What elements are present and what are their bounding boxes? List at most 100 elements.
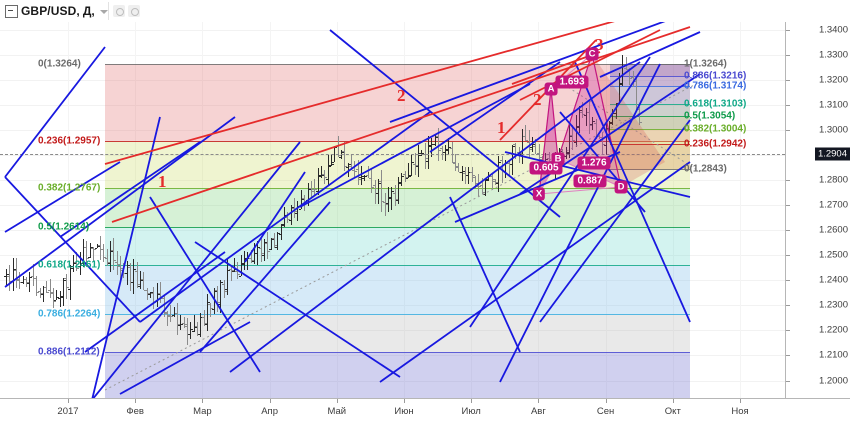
blue-trend-line[interactable] [119, 321, 251, 395]
price-bar [19, 272, 21, 289]
harmonic-leg-bc[interactable] [557, 53, 593, 160]
price-bar-close-tick [311, 190, 314, 192]
price-bar [136, 262, 138, 288]
blue-trend-line[interactable] [299, 83, 531, 208]
blue-trend-line[interactable] [499, 63, 661, 383]
blue-trend-line[interactable] [149, 196, 261, 373]
price-bar-close-tick [486, 179, 489, 181]
price-bar [116, 251, 118, 275]
price-axis[interactable]: 1.3400 1.3300 1.3200 1.3100 1.3000 1.2800 1.27… [785, 22, 850, 398]
price-axis-tick [786, 29, 790, 31]
price-bar [32, 264, 34, 287]
blue-trend-line[interactable] [229, 61, 641, 373]
chevron-down-icon[interactable] [99, 10, 108, 14]
price-bar-open-tick [318, 175, 321, 176]
price-bar-open-tick [87, 257, 90, 259]
price-bar [511, 145, 513, 176]
price-bar [307, 182, 309, 206]
blue-trend-line[interactable] [4, 161, 121, 233]
price-bar-close-tick [204, 322, 207, 324]
blue-trend-line[interactable] [244, 171, 306, 263]
time-axis[interactable]: 2017 Фев Мар Апр Май Июн Июл Авг Сен Окт Ноя [0, 398, 850, 422]
blue-trend-line[interactable] [389, 22, 690, 123]
dotted-guide-line[interactable] [104, 81, 701, 391]
red-trend-line[interactable] [104, 22, 640, 165]
price-bar-open-tick [64, 278, 67, 280]
red-impulse-line[interactable] [511, 51, 601, 85]
red-impulse-line[interactable] [519, 29, 661, 101]
harmonic-leg-ab[interactable] [550, 88, 559, 160]
harmonic-point-label[interactable]: A [544, 82, 558, 96]
price-bar-open-tick [462, 172, 465, 174]
price-bar [274, 233, 275, 248]
price-bar [156, 283, 158, 308]
blue-trend-line[interactable] [574, 61, 691, 323]
settings-gear-icon[interactable] [127, 5, 140, 17]
price-bar-close-tick [151, 291, 154, 293]
harmonic-point-label[interactable]: D [614, 180, 628, 194]
price-bar-close-tick [479, 185, 482, 187]
harmonic-chord-xd[interactable] [538, 186, 622, 195]
blue-trend-line[interactable] [599, 31, 701, 78]
price-bar-open-tick [275, 246, 278, 248]
chart-plot-area[interactable]: 0(1.3264) 0.236(1.2957) 0.382(1.2767) 0.5(1… [0, 22, 785, 398]
grid-line-horizontal [0, 255, 785, 257]
blue-trend-line[interactable] [539, 119, 691, 323]
blue-trend-line[interactable] [449, 196, 521, 353]
blue-trend-line[interactable] [4, 46, 106, 178]
price-bar [227, 258, 229, 295]
blue-trend-line[interactable] [139, 111, 431, 323]
price-bar-open-tick [181, 323, 184, 325]
price-bar-open-tick [34, 278, 37, 279]
blue-trend-line[interactable] [329, 29, 561, 218]
harmonic-point-label[interactable]: X [532, 187, 546, 201]
price-bar [428, 136, 430, 170]
price-bar [86, 241, 88, 268]
harmonic-ratio-label[interactable]: 1.276 [577, 156, 611, 170]
harmonic-point-label[interactable]: C [585, 47, 599, 61]
collapse-icon[interactable] [5, 4, 18, 18]
price-bar-close-tick [362, 176, 365, 178]
price-bar-open-tick [308, 188, 311, 190]
symbol-label[interactable]: GBP/USD, [21, 4, 80, 18]
harmonic-ratio-label[interactable]: 0.887 [573, 174, 607, 188]
blue-trend-line[interactable] [379, 161, 691, 383]
blue-trend-line[interactable] [199, 201, 331, 353]
price-bar-close-tick [449, 146, 452, 148]
price-bar-open-tick [158, 292, 161, 294]
blue-trend-line[interactable] [91, 116, 161, 398]
harmonic-ratio-label[interactable]: 0.605 [529, 161, 563, 175]
elliott-wave-label: 2 [397, 86, 406, 105]
interval-label[interactable]: Д, [82, 4, 95, 18]
fibonacci-level-label-right: 0(1.2843) [684, 163, 727, 175]
harmonic-leg-xa[interactable] [538, 88, 552, 195]
price-bar-open-tick [91, 248, 94, 249]
price-bar [56, 290, 58, 301]
price-bar-open-tick [121, 267, 124, 269]
price-bar [109, 241, 111, 272]
price-bar [22, 276, 24, 284]
price-bar-open-tick [74, 262, 77, 263]
harmonic-ratio-label[interactable]: 1.693 [555, 75, 589, 89]
blue-trend-line[interactable] [469, 56, 651, 328]
price-bar [327, 155, 329, 185]
settings-circle-icon[interactable] [112, 5, 125, 17]
price-bar-open-tick [412, 164, 415, 166]
blue-trend-line[interactable] [194, 241, 401, 378]
price-bar-open-tick [127, 266, 130, 268]
blue-trend-line[interactable] [84, 251, 226, 353]
price-bar-close-tick [378, 182, 381, 184]
price-bar [140, 271, 141, 289]
blue-trend-line[interactable] [4, 176, 141, 323]
price-bar-open-tick [429, 146, 432, 148]
price-bar-open-tick [359, 177, 362, 179]
price-bar-close-tick [50, 291, 53, 293]
price-bar-close-tick [328, 166, 331, 168]
price-bar-open-tick [637, 109, 640, 111]
price-bar [391, 187, 393, 211]
blue-trend-line[interactable] [429, 61, 561, 153]
harmonic-leg-cd[interactable] [591, 53, 622, 188]
price-bar [200, 313, 202, 337]
grid-line-horizontal [0, 129, 785, 131]
blue-trend-line[interactable] [59, 141, 201, 238]
